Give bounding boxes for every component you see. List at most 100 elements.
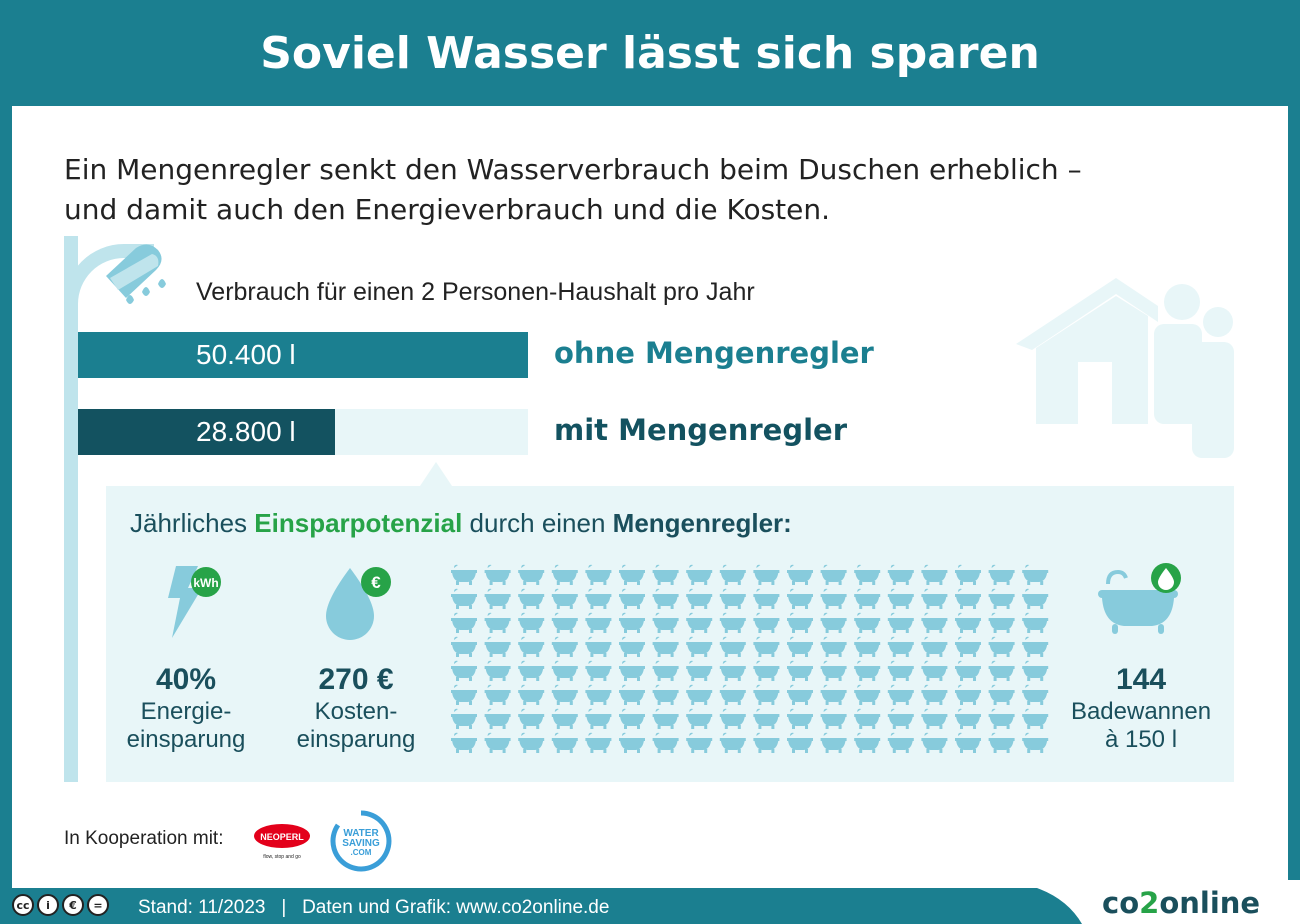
bathtub-mark [585,636,612,657]
bathtub-mark [854,684,881,705]
bathtub-mark [551,588,578,609]
bathtub-mark [484,684,511,705]
bathtub-mark [719,636,746,657]
bathtub-count: 144 [1115,663,1167,696]
bathtub-mark [955,564,981,585]
bathtub-mark [551,564,578,585]
bar-value-label-1: 50.400 l [196,339,296,370]
bathtub-mark [686,612,713,633]
bar-1 [78,332,528,378]
bathtub-mark [652,588,679,609]
shower-head-icon [106,244,166,304]
bathtub-mark [753,612,780,633]
bathtub-mark [451,684,477,705]
bathtub-mark [753,564,780,585]
bathtub-mark [484,708,511,729]
bathtub-mark [585,660,612,681]
savings-highlight: Einsparpotenzial [254,508,463,538]
bathtub-mark [854,732,881,753]
bathtub-mark [1022,684,1049,705]
bathtub-mark [787,732,813,753]
bathtub-mark [921,564,948,585]
bathtub-mark [854,636,881,657]
bathtub-mark [753,684,780,705]
bathtub-mark [551,636,578,657]
bathtub-mark [585,732,612,753]
bathtub-mark [820,684,847,705]
bathtub-mark [451,612,477,633]
bathtub-mark [551,660,578,681]
consumption-subtitle: Verbrauch für einen 2 Personen-Haushalt … [196,278,755,306]
bathtub-mark [753,660,780,681]
shower-pipe [64,236,78,782]
bathtub-mark [854,660,881,681]
bathtub-mark [619,684,645,705]
svg-text:kWh: kWh [193,576,218,590]
bathtub-mark [551,612,578,633]
bathtub-mark [518,612,545,633]
footer-credits: Stand: 11/2023 | Daten und Grafik: www.c… [138,897,610,918]
svg-text:flow, stop and go: flow, stop and go [263,854,301,860]
bathtub-mark [451,708,477,729]
savings-title: Jährliches Einsparpotenzial durch einen … [130,508,792,538]
lightning-kwh-icon: kWh [168,566,221,638]
bathtub-mark [451,564,477,585]
bathtub-mark [518,588,545,609]
bathtub-mark [787,612,813,633]
header: Soviel Wasser lässt sich sparen [0,0,1300,106]
bathtub-mark [854,612,881,633]
bathtub-mark [619,564,645,585]
bathtub-mark [719,612,746,633]
cc-icon: cc [12,894,34,916]
bathtub-mark [652,612,679,633]
bathtub-mark [551,684,578,705]
bathtub-mark [1022,732,1049,753]
bathtub-mark [820,708,847,729]
bathtub-mark [854,708,881,729]
footer-wave [1000,880,1300,924]
energy-savings-value: 40% [155,663,217,696]
bathtub-mark [820,732,847,753]
svg-text:SAVING: SAVING [342,838,380,849]
bathtub-mark [686,636,713,657]
bathtub-mark [719,660,746,681]
bathtub-mark [753,588,780,609]
bathtub-mark [619,636,645,657]
bathtub-mark [484,564,511,585]
bathtub-mark [585,588,612,609]
bathtub-mark [988,732,1015,753]
bathtub-mark [921,660,948,681]
cooperation-label: In Kooperation mit: [64,828,224,849]
bathtub-mark [585,684,612,705]
bar-track-1: 50.400 l [78,332,528,378]
cost-savings-value: 270 € [318,663,394,696]
bathtub-mark [988,660,1015,681]
bathtub-mark [887,732,914,753]
bathtub-mark [484,636,511,657]
bathtub-mark [955,708,981,729]
intro-line-1: Ein Mengenregler senkt den Wasserverbrau… [64,153,1082,186]
bathtub-mark [686,684,713,705]
bathtub-mark [988,684,1015,705]
bathtub-mark [887,612,914,633]
bathtub-mark [787,660,813,681]
intro-text: Ein Mengenregler senkt den Wasserverbrau… [64,150,1214,230]
energy-savings-stat: 40% Energie- einsparung [106,662,266,754]
bathtub-mark [652,708,679,729]
bathtub-mark [955,636,981,657]
bathtub-mark [955,660,981,681]
bathtub-mark [988,612,1015,633]
panel-pointer [420,462,452,486]
bathtub-mark [686,660,713,681]
co2online-logo: co2online [1102,886,1261,920]
bathtub-mark [451,636,477,657]
bathtub-mark [921,708,948,729]
bathtub-mark [652,732,679,753]
intro-line-2: und damit auch den Energieverbrauch und … [64,193,831,226]
svg-text:WATER: WATER [343,828,379,839]
bathtub-mark [719,564,746,585]
bar-value-label-2: 28.800 l [196,416,296,447]
bathtub-mark [518,708,545,729]
bathtub-mark [988,636,1015,657]
page-title: Soviel Wasser lässt sich sparen [260,27,1040,79]
